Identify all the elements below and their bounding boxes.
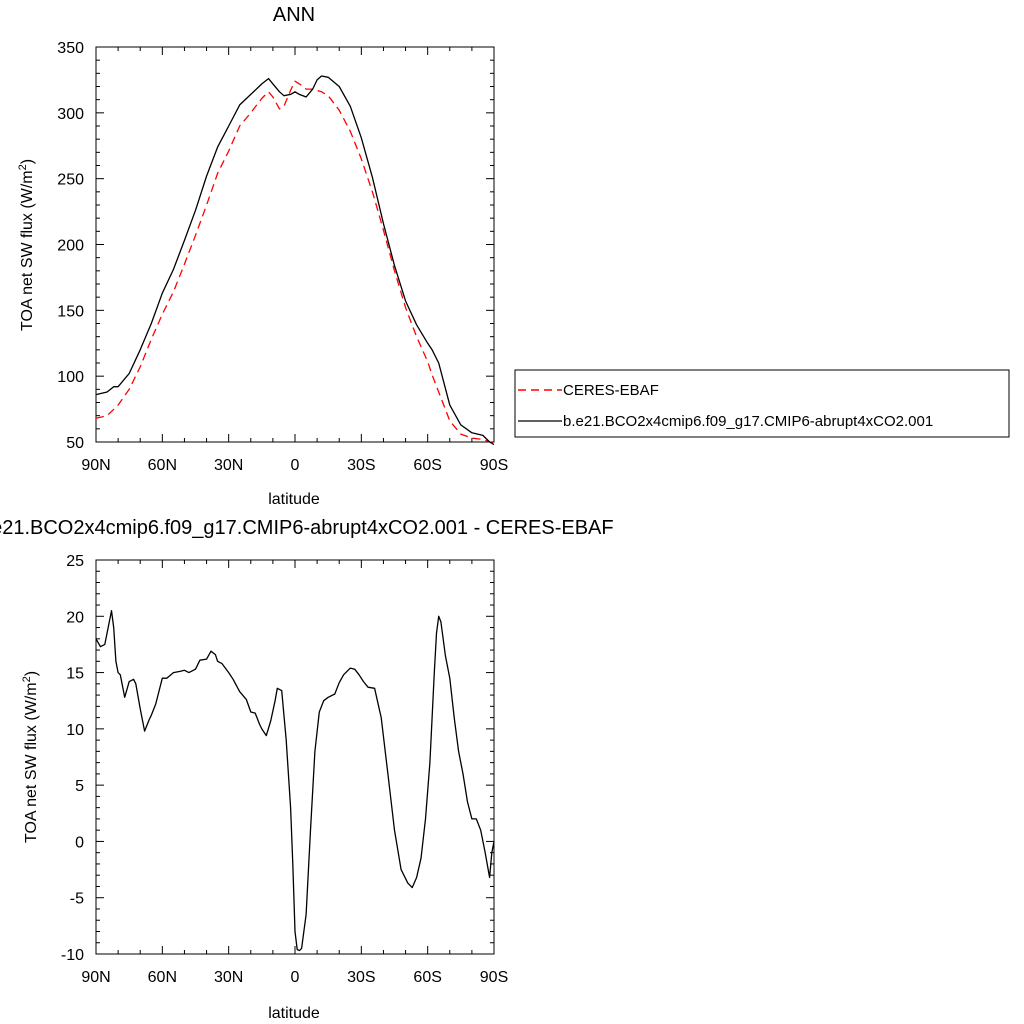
y-tick-label: 20 xyxy=(66,609,84,626)
y-tick-label: 50 xyxy=(66,435,84,452)
chart-title: ANN xyxy=(273,4,315,26)
x-tick-label: 30S xyxy=(347,969,375,986)
x-tick-label: 90S xyxy=(480,969,508,986)
series-lines xyxy=(95,610,495,952)
plot-frame xyxy=(95,46,495,443)
legend-label-model: b.e21.BCO2x4cmip6.f09_g17.CMIP6-abrupt4x… xyxy=(563,413,933,430)
x-tick-label: 60S xyxy=(413,457,441,474)
series-line-difference xyxy=(95,610,495,952)
y-axis-label-end: ) xyxy=(23,671,40,676)
x-tick-label: 60N xyxy=(148,457,177,474)
series-lines xyxy=(95,75,495,446)
y-tick-label: 150 xyxy=(57,303,84,320)
x-axis-label: latitude xyxy=(268,1005,320,1022)
y-tick-label: 250 xyxy=(57,172,84,189)
y-tick-label: 200 xyxy=(57,238,84,255)
x-tick-label: 0 xyxy=(291,969,300,986)
x-tick-label: 60S xyxy=(413,969,441,986)
x-tick-label: 90N xyxy=(81,969,110,986)
y-tick-label: 100 xyxy=(57,369,84,386)
x-tick-label: 30S xyxy=(347,457,375,474)
x-tick-label: 30N xyxy=(214,969,243,986)
axis-ticks: 90N 60N 30N 0 30S 60S 90S 50 100 150 200 250 300 350 xyxy=(57,40,508,474)
y-axis-label: TOA net SW flux (W/m2) xyxy=(21,671,40,843)
x-axis-label: latitude xyxy=(268,491,320,508)
chart-title: b.e21.BCO2x4cmip6.f09_g17.CMIP6-abrupt4x… xyxy=(0,517,614,539)
legend-label-ceres-ebaf: CERES-EBAF xyxy=(563,382,659,399)
y-tick-label: -5 xyxy=(70,891,84,908)
series-line-ceres-ebaf xyxy=(95,80,495,444)
plot-frame xyxy=(95,559,495,955)
y-tick-label: 300 xyxy=(57,106,84,123)
y-tick-label: 350 xyxy=(57,40,84,57)
y-tick-label: 25 xyxy=(66,553,84,570)
y-axis-label: TOA net SW flux (W/m2) xyxy=(17,159,36,331)
y-tick-label: -10 xyxy=(61,947,84,964)
axis-ticks: 90N 60N 30N 0 30S 60S 90S -10 -5 0 5 10 15 20 25 xyxy=(61,553,508,986)
x-tick-label: 90N xyxy=(81,457,110,474)
y-axis-label-end: ) xyxy=(19,159,36,164)
y-tick-label: 15 xyxy=(66,666,84,683)
bottom-difference-chart: b.e21.BCO2x4cmip6.f09_g17.CMIP6-abrupt4x… xyxy=(0,517,614,1022)
y-axis-label-text: TOA net SW flux (W/m xyxy=(19,170,36,331)
y-tick-label: 10 xyxy=(66,722,84,739)
x-tick-label: 60N xyxy=(148,969,177,986)
x-tick-label: 30N xyxy=(214,457,243,474)
y-tick-label: 5 xyxy=(75,778,84,795)
series-line-b-e21-bco2x4cmip6-f09-g17-cmip6-abrupt4xco2-001 xyxy=(95,75,495,446)
x-tick-label: 90S xyxy=(480,457,508,474)
legend: CERES-EBAF b.e21.BCO2x4cmip6.f09_g17.CMI… xyxy=(514,369,1010,438)
y-axis-label-superscript: 2 xyxy=(21,676,33,682)
y-axis-label-superscript: 2 xyxy=(17,164,29,170)
y-axis-label-text: TOA net SW flux (W/m xyxy=(23,682,40,843)
x-tick-label: 0 xyxy=(291,457,300,474)
top-line-chart: ANN 90N 60N 30N 0 30S 60S 90S 50 100 150 200 250 300… xyxy=(17,4,508,508)
legend-box xyxy=(514,369,1010,438)
y-tick-label: 0 xyxy=(75,834,84,851)
